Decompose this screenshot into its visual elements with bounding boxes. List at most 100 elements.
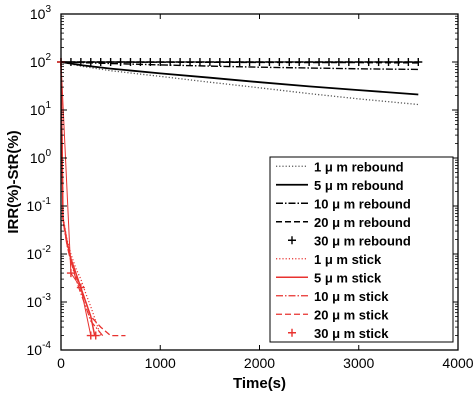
y-tick-base: 10 bbox=[30, 54, 46, 70]
y-axis-label: IRR(%)-StR(%) bbox=[5, 130, 22, 233]
y-tick-exponent: 3 bbox=[45, 4, 51, 15]
legend-label: 30 μ m rebound bbox=[314, 233, 411, 248]
x-tick-label: 4000 bbox=[442, 355, 473, 371]
y-tick-base: 10 bbox=[30, 6, 46, 22]
data-point-30-m-stick bbox=[91, 331, 100, 340]
data-point-30-m-rebound bbox=[176, 58, 185, 66]
data-point-30-m-rebound bbox=[136, 58, 145, 66]
y-tick-base: 10 bbox=[27, 246, 43, 262]
data-point-30-m-rebound bbox=[166, 58, 175, 66]
data-point-30-m-rebound bbox=[265, 58, 274, 66]
y-tick-label: 10-4 bbox=[27, 340, 52, 358]
legend: 1 μ m rebound 5 μ m rebound 10 μ m rebound… bbox=[269, 156, 454, 343]
data-point-30-m-stick bbox=[66, 269, 75, 278]
data-point-30-m-rebound bbox=[275, 58, 284, 66]
data-point-30-m-rebound bbox=[255, 58, 264, 66]
data-point-30-m-rebound bbox=[66, 58, 75, 66]
y-tick-exponent: -4 bbox=[42, 340, 51, 351]
data-point-30-m-rebound bbox=[354, 58, 363, 66]
legend-label: 20 μ m stick bbox=[314, 307, 389, 322]
legend-entry: 1 μ m rebound bbox=[276, 159, 404, 174]
y-tick-exponent: 2 bbox=[45, 52, 51, 63]
data-point-30-m-rebound bbox=[225, 58, 234, 66]
series-line-5-m-rebound bbox=[60, 61, 419, 96]
legend-entry: 20 μ m rebound bbox=[276, 215, 411, 230]
legend-marker bbox=[288, 236, 296, 245]
x-tick-label: 2000 bbox=[244, 355, 275, 371]
legend-label: 5 μ m rebound bbox=[314, 178, 404, 193]
y-tick-label: 10-2 bbox=[27, 244, 52, 262]
series-30-m-stick bbox=[57, 58, 100, 340]
y-tick-exponent: -2 bbox=[42, 244, 51, 255]
data-point-30-m-rebound bbox=[186, 58, 195, 66]
legend-label: 10 μ m stick bbox=[314, 289, 389, 304]
y-tick-exponent: -3 bbox=[42, 292, 51, 303]
legend-entry: 10 μ m stick bbox=[276, 289, 389, 304]
y-tick-exponent: 1 bbox=[45, 100, 51, 111]
y-tick-label: 100 bbox=[30, 148, 52, 166]
data-point-30-m-rebound bbox=[285, 58, 294, 66]
series-30-m-rebound bbox=[57, 58, 423, 66]
data-point-30-m-rebound bbox=[215, 58, 224, 66]
legend-entry: 30 μ m rebound bbox=[288, 233, 411, 248]
data-point-30-m-rebound bbox=[106, 58, 115, 66]
y-tick-base: 10 bbox=[27, 198, 43, 214]
y-tick-base: 10 bbox=[27, 294, 43, 310]
series-10-m-rebound bbox=[60, 61, 419, 71]
series-5-m-rebound bbox=[60, 61, 419, 96]
data-point-30-m-rebound bbox=[324, 58, 333, 66]
data-point-30-m-rebound bbox=[414, 58, 423, 66]
data-point-30-m-rebound bbox=[96, 58, 105, 66]
x-tick-label: 1000 bbox=[145, 355, 176, 371]
x-axis-label: Time(s) bbox=[233, 375, 286, 392]
data-point-30-m-rebound bbox=[146, 58, 155, 66]
data-point-30-m-rebound bbox=[404, 58, 413, 66]
ticks-layer: 0 1000 2000 3000 400010-410-310-210-11001011… bbox=[27, 4, 474, 371]
y-tick-base: 10 bbox=[27, 342, 43, 358]
data-point-30-m-rebound bbox=[374, 58, 383, 66]
y-tick-base: 10 bbox=[30, 102, 46, 118]
legend-label: 1 μ m stick bbox=[314, 252, 382, 267]
legend-entry: 10 μ m rebound bbox=[276, 196, 411, 211]
legend-entry: 30 μ m stick bbox=[288, 326, 389, 341]
data-point-30-m-rebound bbox=[205, 58, 214, 66]
series-layer bbox=[57, 58, 423, 340]
y-tick-exponent: 0 bbox=[45, 148, 51, 159]
legend-label: 30 μ m stick bbox=[314, 326, 389, 341]
y-tick-base: 10 bbox=[30, 150, 46, 166]
legend-entry: 5 μ m rebound bbox=[276, 178, 404, 193]
y-tick-label: 10-1 bbox=[27, 196, 52, 214]
legend-label: 5 μ m stick bbox=[314, 270, 382, 285]
data-point-30-m-rebound bbox=[156, 58, 165, 66]
legend-marker bbox=[288, 328, 296, 337]
data-point-30-m-rebound bbox=[315, 58, 324, 66]
data-point-30-m-rebound bbox=[295, 58, 304, 66]
series-1-m-stick bbox=[60, 61, 102, 336]
data-point-30-m-rebound bbox=[195, 58, 204, 66]
legend-label: 1 μ m rebound bbox=[314, 159, 404, 174]
data-point-30-m-stick bbox=[76, 283, 85, 292]
data-point-30-m-rebound bbox=[86, 58, 95, 66]
y-tick-label: 101 bbox=[30, 100, 52, 118]
legend-box bbox=[269, 156, 454, 343]
series-line-10-m-stick bbox=[60, 61, 104, 336]
series-line-10-m-rebound bbox=[60, 61, 419, 71]
series-10-m-stick bbox=[60, 61, 104, 336]
legend-entry: 5 μ m stick bbox=[276, 270, 382, 285]
legend-label: 20 μ m rebound bbox=[314, 215, 411, 230]
data-point-30-m-rebound bbox=[344, 58, 353, 66]
series-line-1-m-stick bbox=[60, 61, 102, 336]
data-point-30-m-rebound bbox=[305, 58, 314, 66]
data-point-30-m-rebound bbox=[76, 58, 85, 66]
y-tick-exponent: -1 bbox=[42, 196, 51, 207]
data-point-30-m-rebound bbox=[116, 58, 125, 66]
legend-entry: 20 μ m stick bbox=[276, 307, 389, 322]
data-point-30-m-rebound bbox=[334, 58, 343, 66]
data-point-30-m-rebound bbox=[245, 58, 254, 66]
y-tick-label: 10-3 bbox=[27, 292, 52, 310]
data-point-30-m-rebound bbox=[394, 58, 403, 66]
x-tick-label: 0 bbox=[57, 355, 65, 371]
legend-entry: 1 μ m stick bbox=[276, 252, 382, 267]
